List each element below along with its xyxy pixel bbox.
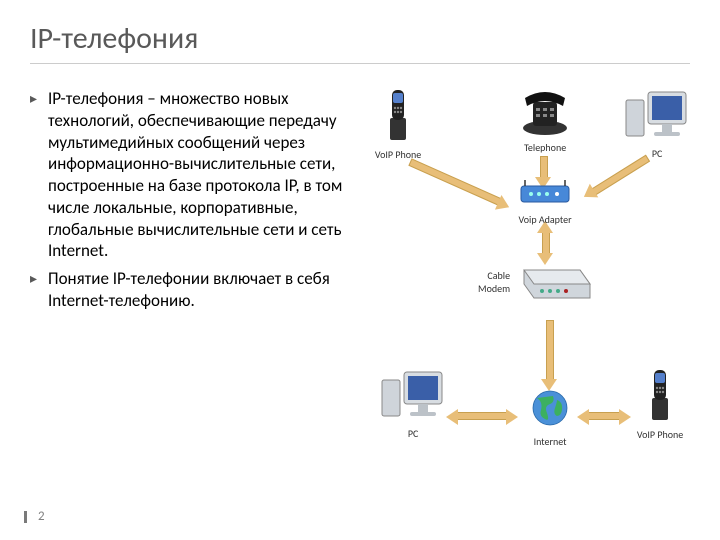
node-label: Voip Adapter — [500, 213, 590, 226]
node-voip-adapter: Voip Adapter — [500, 180, 590, 226]
bullet-2: Понятие IP-телефонии включает в себя Int… — [30, 268, 356, 312]
node-label: VoIP Phone — [630, 428, 690, 441]
node-pc-tr: PC — [622, 88, 692, 160]
node-label: VoIP Phone — [368, 148, 428, 161]
pc-icon — [624, 88, 690, 142]
network-diagram: VoIP Phone Telephone PC — [360, 88, 690, 468]
arrow-phone-adapter — [540, 156, 548, 180]
voip-phone-icon — [640, 368, 680, 423]
globe-icon — [525, 388, 575, 430]
bullet-1: IP-телефония – множество новых технологи… — [30, 88, 356, 262]
adapter-icon — [515, 180, 575, 208]
node-label: Cable Modem — [470, 269, 510, 295]
node-label: Telephone — [510, 141, 580, 154]
arrow-pc-adapter — [590, 155, 650, 197]
node-telephone: Telephone — [510, 88, 580, 154]
text-column: IP-телефония – множество новых технологи… — [30, 88, 356, 468]
telephone-icon — [519, 88, 571, 136]
arrow-voip1-adapter — [408, 158, 503, 206]
node-cable-modem: Cable Modem — [470, 258, 600, 304]
node-label: PC — [622, 147, 692, 160]
node-label: Internet — [520, 435, 580, 448]
arrow-modem-internet — [546, 320, 554, 382]
arrow-adapter-modem — [542, 230, 550, 256]
content-area: IP-телефония – множество новых технологи… — [30, 88, 690, 468]
pc-icon — [380, 368, 446, 422]
node-voip-phone-br: VoIP Phone — [630, 368, 690, 441]
node-voip-phone-tl: VoIP Phone — [368, 88, 428, 161]
arrow-internet-voipbr — [586, 412, 622, 420]
voip-phone-icon — [378, 88, 418, 143]
node-internet: Internet — [520, 388, 580, 448]
slide-title: IP-телефония — [30, 20, 690, 64]
node-pc-bl: PC — [378, 368, 448, 440]
modem-icon — [516, 258, 596, 304]
node-label: PC — [378, 427, 448, 440]
arrow-internet-pcbl — [455, 412, 509, 420]
page-number: 2 — [38, 509, 45, 524]
